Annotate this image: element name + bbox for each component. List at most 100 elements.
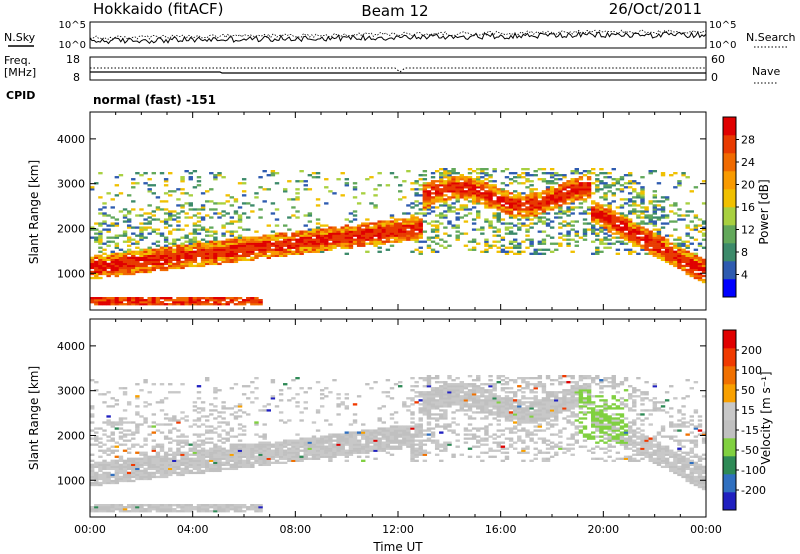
power-cell: [640, 226, 645, 229]
power-cell: [369, 242, 374, 245]
power-cell: [422, 170, 428, 173]
power-cell: [574, 190, 579, 193]
power-cell: [664, 216, 670, 219]
velocity-cell: [377, 417, 382, 420]
power-cell: [463, 190, 469, 193]
velocity-cell: [151, 457, 157, 460]
power-cell: [246, 216, 251, 219]
power-cell: [176, 246, 181, 249]
velocity-cell: [94, 481, 99, 485]
velocity-cell: [237, 465, 243, 469]
power-cell: [340, 240, 345, 243]
velocity-cell: [114, 481, 120, 485]
power-cell: [603, 196, 608, 199]
power-cell: [669, 248, 674, 251]
velocity-cell: [504, 457, 510, 460]
power-cell: [283, 248, 288, 251]
power-cell: [188, 238, 193, 241]
power-cell: [192, 222, 198, 225]
velocity-cell: [311, 421, 317, 424]
velocity-cell: [237, 447, 243, 450]
velocity-cell: [434, 389, 440, 392]
velocity-cell: [155, 510, 161, 513]
velocity-cell: [237, 439, 243, 442]
power-cell: [135, 303, 140, 306]
velocity-cell: [480, 389, 485, 392]
velocity-cell: [496, 395, 501, 398]
power-cell: [640, 220, 645, 223]
power-cell: [106, 230, 111, 233]
power-cell: [332, 226, 337, 229]
power-cell: [529, 240, 534, 243]
power-cell: [434, 190, 440, 193]
velocity-cell: [270, 457, 276, 460]
power-cell: [213, 174, 218, 177]
power-cell: [258, 186, 263, 189]
velocity-cell: [283, 451, 288, 454]
power-cell: [656, 244, 662, 247]
power-cell: [250, 297, 255, 300]
velocity-cell: [439, 413, 444, 416]
power-cell: [545, 208, 551, 211]
velocity-cell: [377, 407, 382, 410]
power-cell: [484, 198, 489, 201]
power-cell: [139, 301, 144, 304]
power-cell: [266, 238, 271, 241]
velocity-cell: [270, 449, 276, 452]
power-cell: [196, 297, 202, 300]
velocity-cell: [225, 407, 230, 410]
power-cell: [537, 252, 543, 255]
power-cell: [660, 252, 666, 255]
velocity-cell: [504, 451, 510, 454]
velocity-cell: [488, 403, 493, 406]
power-cell: [180, 303, 185, 306]
velocity-cell: [98, 504, 103, 507]
power-cell: [430, 172, 436, 175]
power-cell: [537, 178, 543, 181]
velocity-cell: [426, 407, 432, 410]
power-cell: [163, 262, 169, 266]
power-cell: [209, 297, 214, 300]
power-cell: [500, 236, 506, 239]
power-cell: [135, 301, 140, 304]
power-cell: [521, 168, 526, 171]
power-cell: [533, 174, 538, 177]
velocity-cell: [126, 477, 132, 481]
power-cell: [693, 268, 699, 272]
power-cell: [328, 234, 333, 237]
velocity-cell: [262, 459, 267, 462]
power-cell: [570, 198, 575, 201]
velocity-cell: [426, 429, 432, 432]
velocity-cell: [118, 455, 124, 458]
velocity-cell: [114, 506, 120, 509]
power-cell: [619, 206, 625, 209]
power-cell: [180, 301, 185, 304]
velocity-cell: [122, 429, 128, 432]
power-cell: [204, 242, 210, 245]
velocity-cell: [344, 439, 350, 442]
velocity-cell: [258, 451, 263, 454]
power-cell: [94, 238, 99, 241]
power-cell: [118, 270, 124, 274]
power-cell: [525, 218, 530, 221]
power-cell: [578, 202, 584, 205]
velocity-cell: [213, 461, 218, 464]
velocity-cell: [315, 451, 321, 454]
power-cell: [250, 240, 255, 243]
power-cell: [246, 301, 251, 304]
power-cell: [106, 297, 111, 300]
power-cell: [262, 236, 267, 239]
power-cell: [250, 299, 255, 302]
velocity-cell: [410, 457, 415, 460]
power-cell: [521, 224, 526, 227]
power-cell: [677, 244, 682, 247]
power-cell: [488, 222, 493, 225]
power-cell: [118, 303, 124, 306]
power-cell: [693, 264, 699, 268]
power-cell: [689, 220, 694, 223]
velocity-cell: [348, 449, 354, 452]
velocity-cell: [410, 399, 415, 402]
velocity-cell: [328, 457, 333, 460]
nsky-trace: [89, 30, 707, 45]
velocity-cell: [213, 459, 218, 462]
